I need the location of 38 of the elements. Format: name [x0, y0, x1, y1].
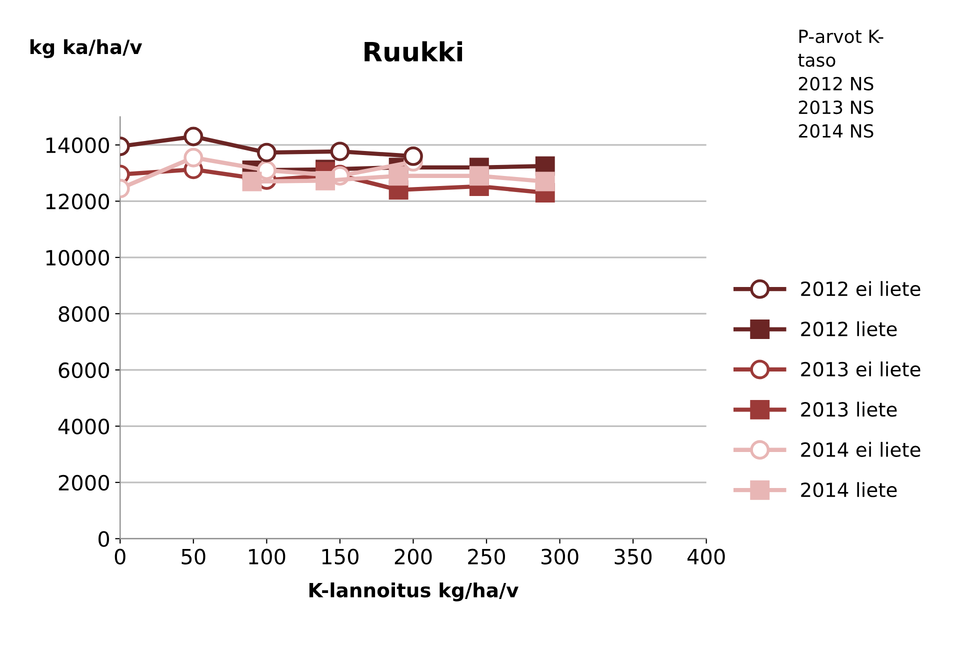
point	[256, 142, 276, 162]
point	[404, 146, 423, 166]
x-tick-label: 200	[394, 548, 432, 565]
text: P-arvot K- taso 2012 NS 2013 NS 2014 NS	[798, 30, 884, 138]
y-tick-label: 6000	[58, 362, 110, 378]
chart-title: Ruukki	[364, 41, 462, 62]
x-tick-label: 300	[541, 548, 578, 565]
y-tick-label: 4000	[58, 418, 110, 434]
legend-label: 2013 ei liete	[801, 362, 920, 377]
x-tick-label: 350	[614, 548, 652, 565]
point	[242, 172, 262, 192]
legend-label: 2012 ei liete	[801, 281, 920, 296]
y-tick-label: 8000	[58, 306, 110, 322]
x-tick-label: 150	[322, 548, 358, 565]
y-tick-label: 14000	[46, 137, 110, 154]
point	[256, 160, 276, 180]
y-tick-label: 2000	[58, 474, 110, 491]
x-tick-label: 0	[114, 548, 126, 565]
point	[184, 148, 204, 168]
point	[330, 142, 350, 162]
x-tick-label: 400	[687, 548, 725, 565]
point	[184, 126, 204, 146]
point	[388, 166, 408, 186]
point	[535, 172, 555, 192]
y-axis-title: kg ka/ha/v	[30, 39, 142, 58]
legend-label: 2013 liete	[801, 402, 897, 417]
x-tick-label: 50	[182, 548, 206, 565]
point	[316, 170, 336, 190]
y-tick-label: 12000	[46, 194, 110, 210]
point	[469, 166, 489, 186]
y-tick-label: 0	[98, 531, 110, 547]
x-tick-label: 100	[249, 548, 286, 565]
legend-label: 2014 liete	[801, 482, 897, 498]
legend-label: 2014 ei liete	[801, 442, 920, 457]
x-tick-label: 250	[468, 548, 506, 565]
legend-label: 2012 liete	[801, 321, 897, 336]
y-tick-label: 10000	[46, 250, 110, 266]
x-axis-title: K-lannoitus kg/ha/v	[309, 582, 518, 602]
